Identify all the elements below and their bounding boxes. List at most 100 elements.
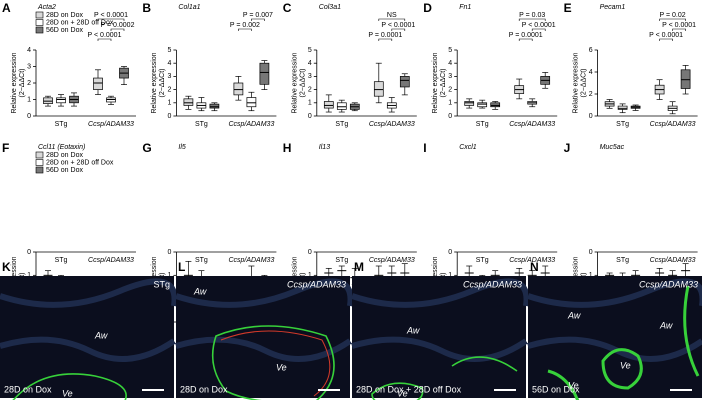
chart-panel: A Acta2 Relative expression (2−ΔΔCt) 0 1 2 3 4 ST… — [2, 1, 136, 128]
legend-label: 28D on + 28D off Dox — [46, 19, 114, 26]
y-tick-label: 4 — [589, 69, 593, 76]
panel-label: G — [142, 141, 151, 155]
micrograph: Aw Ve STg 28D on Dox — [0, 276, 178, 400]
x-tick-label: STg — [476, 257, 489, 264]
y-tick-label: 4 — [448, 60, 452, 67]
micrograph-title: Ccsp/ADAM33 — [639, 279, 698, 289]
y-axis-label: Relative expression — [292, 52, 299, 113]
box — [617, 105, 628, 110]
box — [259, 62, 270, 85]
p-value: P = 0.02 — [660, 12, 686, 19]
micrograph-caption: 56D on Dox — [532, 384, 580, 394]
micrograph-title: Ccsp/ADAM33 — [463, 279, 522, 289]
legend-swatch — [35, 159, 44, 166]
micrograph-caption: 28D on Dox — [4, 384, 52, 394]
x-tick-label: Ccsp/ADAM33 — [228, 121, 274, 128]
micrograph-background — [0, 276, 174, 398]
legend-swatch — [35, 166, 44, 174]
legend-swatch — [35, 26, 44, 34]
chart-panel: B Col1a1 Relative expression (2−ΔΔCt) 0 1 2 3 4 5… — [142, 1, 277, 128]
micrograph-title: STg — [153, 279, 170, 289]
box — [477, 102, 488, 108]
chart-title: Il13 — [319, 144, 330, 151]
micrograph-title: Ccsp/ADAM33 — [287, 279, 346, 289]
tissue-texture — [175, 278, 354, 362]
y-tick-label: 1 — [27, 96, 31, 103]
legend-swatch — [35, 11, 44, 19]
bracket — [531, 28, 546, 31]
y-tick-label: 6 — [589, 47, 593, 54]
y-tick-label: 1 — [167, 272, 171, 279]
x-tick-label: Ccsp/ADAM33 — [509, 121, 555, 128]
x-tick-label: STg — [195, 257, 208, 264]
chart-title: Il5 — [178, 144, 186, 151]
region-label: Ve — [620, 360, 631, 370]
vessel-outline-red — [220, 330, 331, 397]
y-tick-label: 0 — [589, 249, 593, 256]
chart-title: Col3a1 — [319, 4, 341, 11]
box — [323, 101, 334, 109]
y-tick-label: 1 — [448, 272, 452, 279]
y-tick-label: 0 — [167, 249, 171, 256]
x-tick-label: STg — [195, 121, 208, 128]
y-tick-label: 2 — [589, 91, 593, 98]
p-value: P < 0.0001 — [522, 22, 556, 29]
tissue-texture — [0, 278, 178, 362]
region-label: Aw — [659, 320, 673, 330]
p-value: P = 0.007 — [243, 12, 273, 19]
y-tick-label: 5 — [448, 47, 452, 54]
bracket — [251, 18, 265, 21]
legend-swatch — [35, 19, 44, 26]
y-axis-label: Relative expression — [572, 52, 579, 113]
panel-label: H — [283, 141, 292, 155]
p-value: P < 0.0001 — [94, 12, 128, 19]
panel-label: I — [423, 141, 426, 155]
y-axis-unit: (2−ΔΔCt) — [19, 69, 26, 98]
region-label: Ve — [397, 388, 408, 398]
y-tick-label: 1 — [27, 272, 31, 279]
bracket — [518, 18, 546, 21]
y-tick-label: 3 — [448, 73, 452, 80]
x-tick-label: STg — [335, 121, 348, 128]
chart-title: Acta2 — [37, 4, 56, 11]
y-tick-label: 4 — [308, 60, 312, 67]
box — [399, 76, 410, 88]
p-value: P = 0.03 — [519, 12, 545, 19]
p-value: P = 0.0001 — [509, 32, 543, 39]
y-tick-label: 3 — [27, 63, 31, 70]
y-tick-label: 0 — [308, 113, 312, 120]
vessel-outline — [547, 285, 700, 400]
region-label: Aw — [94, 330, 108, 340]
tissue-texture — [351, 278, 530, 362]
panel-label: E — [564, 1, 572, 15]
bracket — [378, 18, 406, 21]
bracket — [238, 28, 252, 31]
y-tick-label: 1 — [589, 272, 593, 279]
x-tick-label: STg — [616, 121, 629, 128]
chart-panel: C Col3a1 Relative expression (2−ΔΔCt) 0 1 2 3 4 5… — [283, 1, 417, 128]
p-value: P < 0.0001 — [662, 22, 696, 29]
y-tick-label: 1 — [448, 100, 452, 107]
y-tick-label: 2 — [448, 86, 452, 93]
y-axis-label: Relative expression — [11, 52, 18, 113]
p-value: NS — [387, 12, 397, 19]
y-tick-label: 3 — [308, 73, 312, 80]
box — [93, 77, 103, 90]
p-value: P < 0.0001 — [649, 32, 683, 39]
box — [680, 69, 691, 89]
region-label: Aw — [406, 325, 420, 335]
x-tick-label: STg — [616, 257, 629, 264]
bracket — [110, 28, 125, 31]
y-axis-unit: (2−ΔΔCt) — [580, 69, 587, 98]
y-tick-label: 5 — [308, 47, 312, 54]
x-tick-label: Ccsp/ADAM33 — [88, 257, 134, 264]
micrograph-caption: 28D on Dox + 28D off Dox — [356, 384, 462, 394]
vessel-outline — [371, 356, 518, 400]
micrograph-background — [352, 276, 526, 398]
y-tick-label: 0 — [167, 113, 171, 120]
box — [336, 102, 347, 110]
p-value: P < 0.0001 — [381, 22, 415, 29]
chart-title: Muc5ac — [600, 144, 625, 151]
bracket — [391, 28, 406, 31]
